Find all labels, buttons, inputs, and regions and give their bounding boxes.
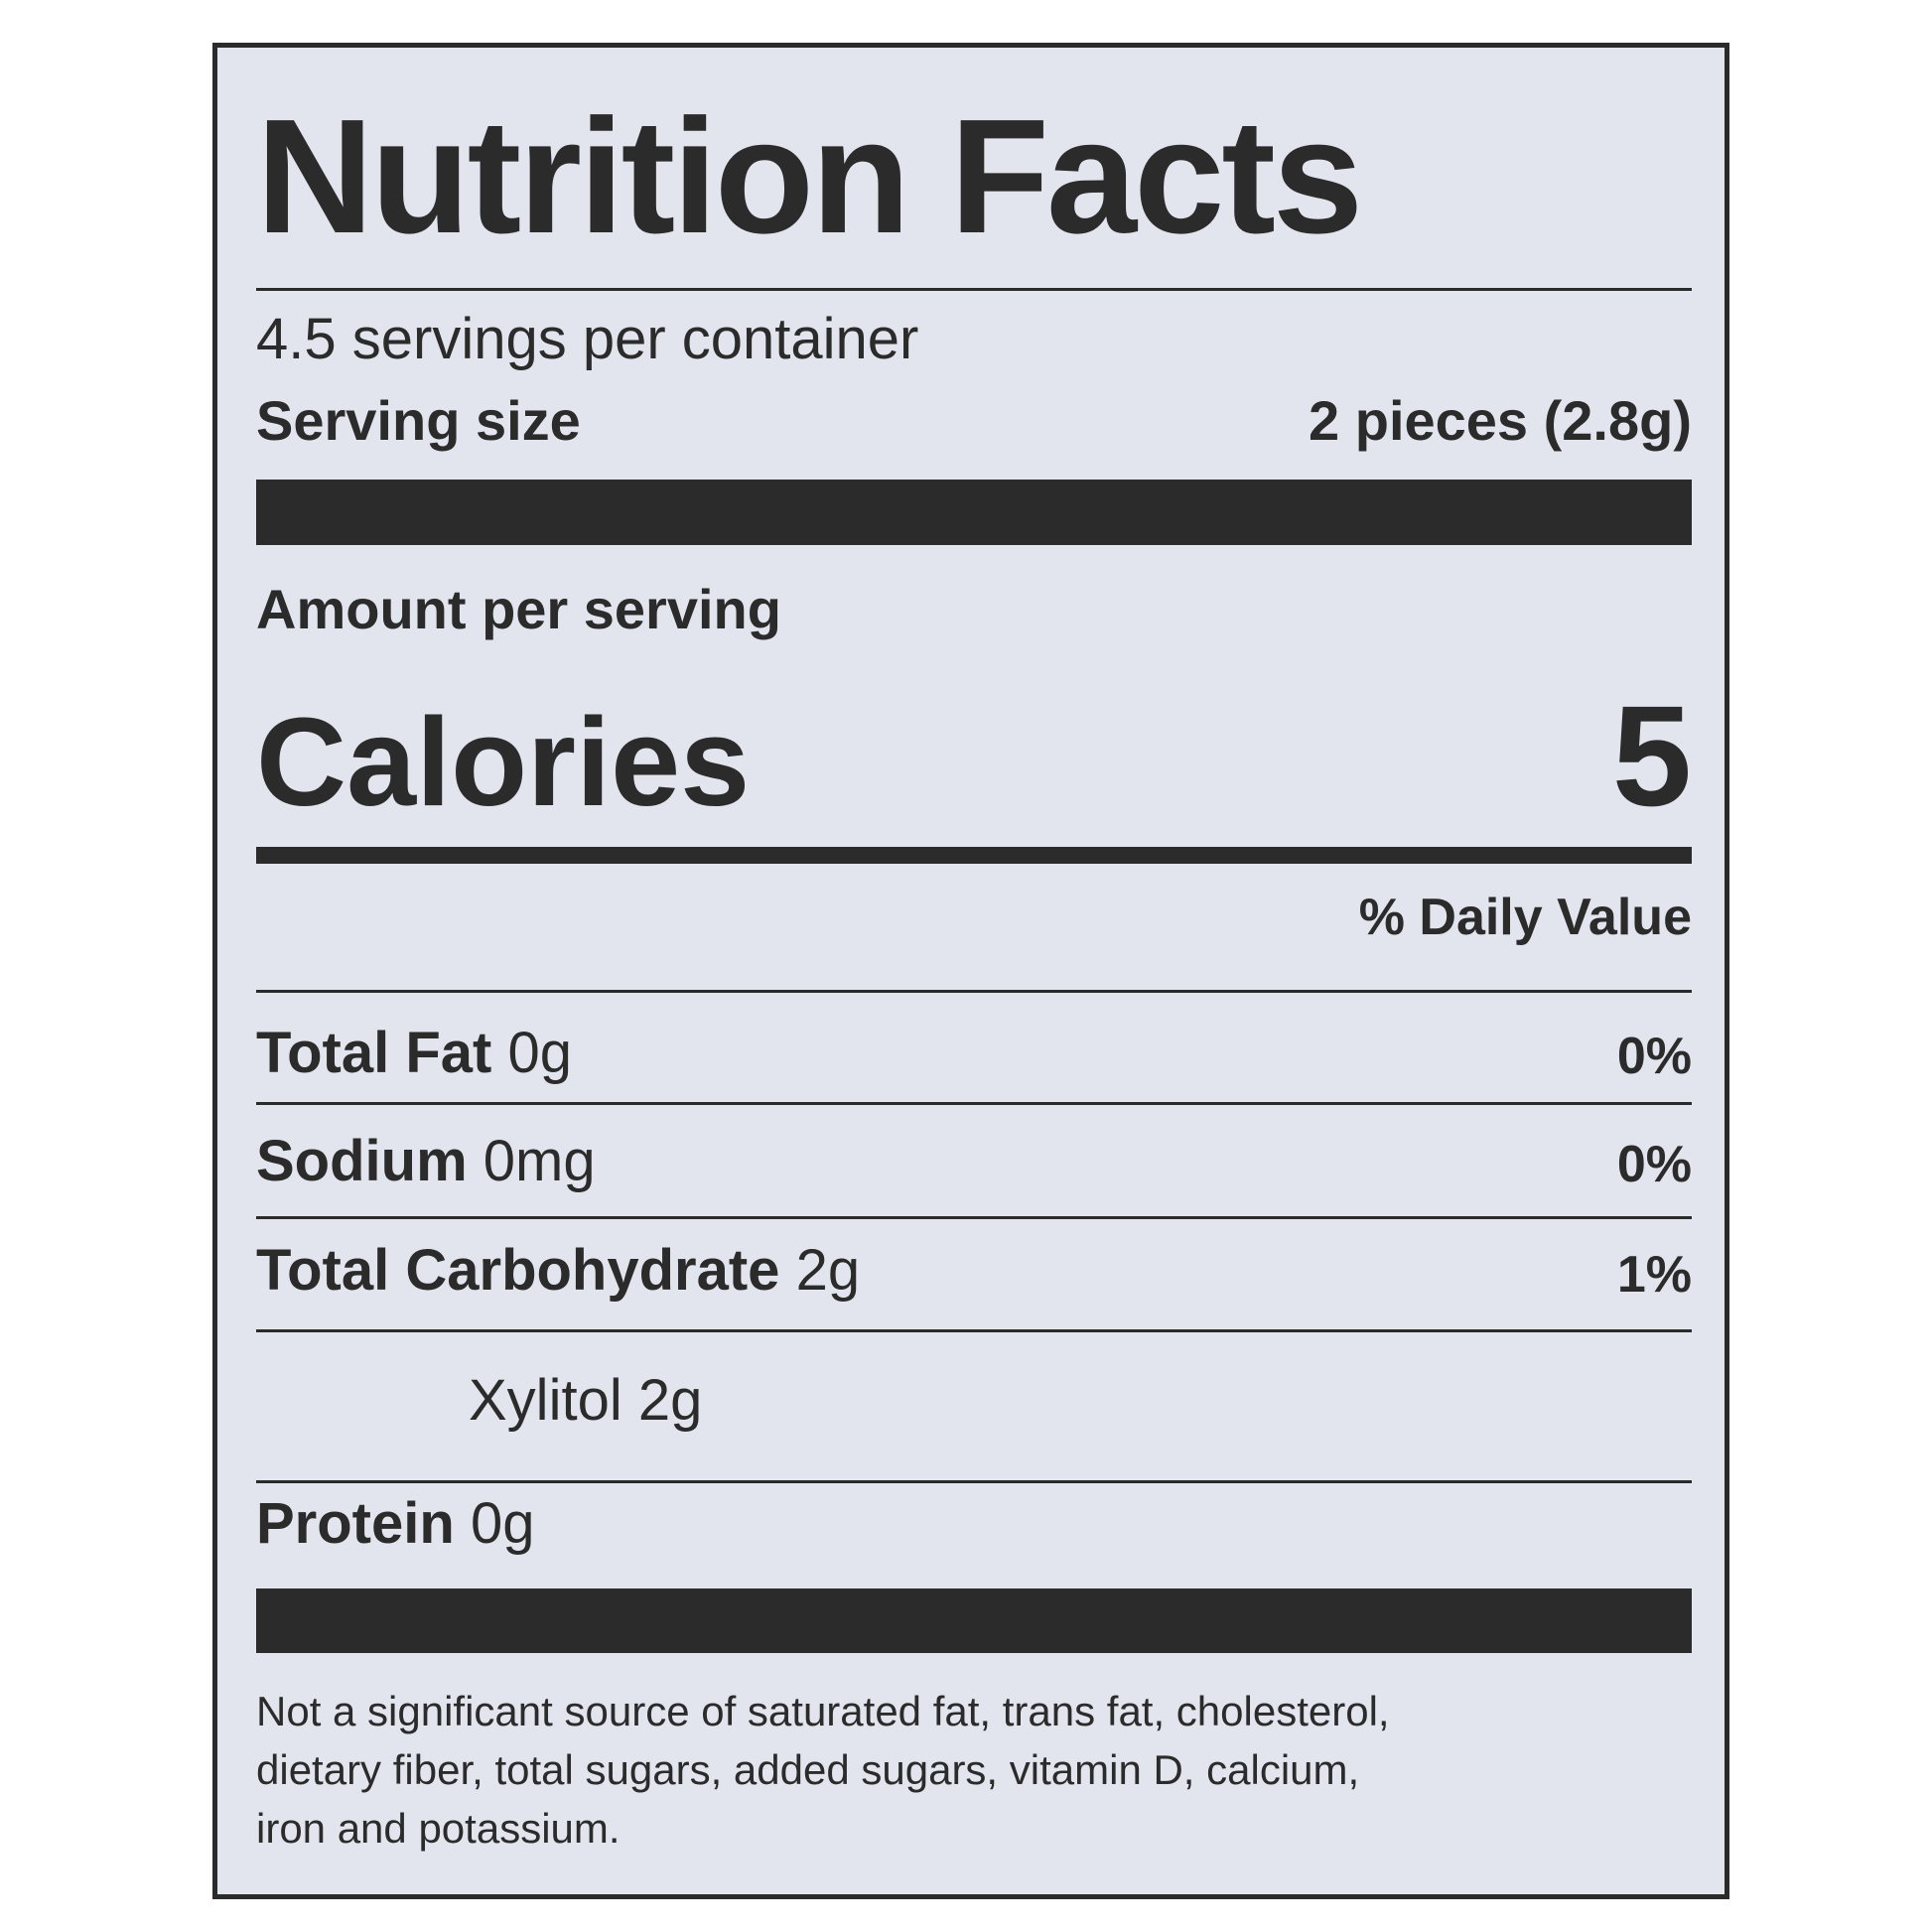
divider (256, 1480, 1692, 1483)
footnote-line: iron and potassium. (256, 1805, 621, 1852)
divider (256, 1329, 1692, 1332)
divider (256, 1216, 1692, 1219)
thick-bar (256, 480, 1692, 545)
nutrient-protein: Protein 0g (256, 1491, 535, 1556)
footnote-line: Not a significant source of saturated fa… (256, 1688, 1390, 1734)
divider (256, 1102, 1692, 1105)
dv-total-carbohydrate: 1% (1616, 1246, 1692, 1304)
calories-value: 5 (1611, 676, 1692, 836)
divider (256, 990, 1692, 993)
amount-per-serving: Amount per serving (256, 578, 781, 640)
footnote-line: dietary fiber, total sugars, added sugar… (256, 1746, 1360, 1793)
nutrient-xylitol: Xylitol 2g (469, 1368, 703, 1433)
divider (256, 288, 1692, 291)
dv-total-fat: 0% (1616, 1028, 1692, 1085)
nutrient-total-fat: Total Fat 0g (256, 1021, 572, 1085)
serving-size-value: 2 pieces (2.8g) (1309, 389, 1692, 452)
dv-sodium: 0% (1616, 1136, 1692, 1193)
calories-label: Calories (256, 692, 751, 832)
nutrient-total-carbohydrate: Total Carbohydrate 2g (256, 1238, 861, 1303)
daily-value-header: % Daily Value (1358, 889, 1692, 946)
servings-per-container: 4.5 servings per container (256, 307, 919, 371)
thick-bar (256, 1588, 1692, 1653)
serving-size-label: Serving size (256, 389, 581, 452)
medium-bar (256, 847, 1692, 864)
title: Nutrition Facts (256, 85, 1363, 267)
nutrient-sodium: Sodium 0mg (256, 1129, 596, 1193)
